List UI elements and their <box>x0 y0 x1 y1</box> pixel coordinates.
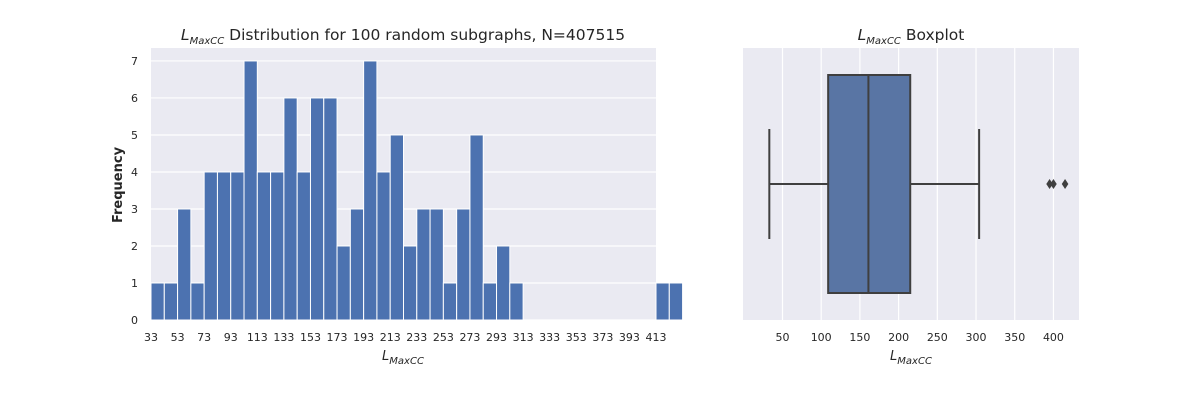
histogram-bar <box>482 282 498 321</box>
boxplot-x-label: LMaxCC <box>890 349 932 367</box>
histogram-bars <box>150 60 684 321</box>
boxplot-x-label-symbol: L <box>890 349 897 364</box>
histogram-bar <box>349 208 365 321</box>
histogram-x-tick-label: 373 <box>592 331 613 344</box>
histogram-title: LMaxCC Distribution for 100 random subgr… <box>181 26 625 47</box>
histogram-bar <box>429 208 444 321</box>
histogram-bar <box>655 282 670 321</box>
histogram-bar <box>296 171 311 321</box>
histogram-x-tick-label: 193 <box>353 331 374 344</box>
histogram-x-label-subscript: MaxCC <box>389 356 424 367</box>
histogram-x-tick-label: 413 <box>646 331 667 344</box>
boxplot-outlier-point <box>1050 179 1057 189</box>
histogram-x-tick-label: 173 <box>327 331 348 344</box>
histogram-x-tick-label: 33 <box>144 331 158 344</box>
boxplot-title-subscript: MaxCC <box>866 36 901 47</box>
histogram-y-tick-label: 6 <box>131 92 138 105</box>
histogram-x-tick-label: 393 <box>619 331 640 344</box>
histogram-y-tick-label: 1 <box>131 277 138 290</box>
histogram-bar <box>509 282 524 321</box>
histogram-bar <box>336 245 351 321</box>
histogram-bar <box>243 60 258 321</box>
histogram-chart: 0 1 2 3 4 5 6 7 33 53 73 93 113 133 153 173 193 213 233 25… <box>111 26 684 367</box>
histogram-x-tick-label: 133 <box>273 331 294 344</box>
boxplot-x-tick-label: 300 <box>966 331 987 344</box>
histogram-bar <box>668 282 684 321</box>
histogram-bar <box>256 171 272 321</box>
histogram-bar <box>363 60 378 321</box>
boxplot-x-tick-label: 400 <box>1043 331 1064 344</box>
histogram-x-tick-label: 293 <box>486 331 507 344</box>
histogram-y-tick-label: 5 <box>131 129 138 142</box>
histogram-x-tick-label: 93 <box>224 331 238 344</box>
boxplot-x-tick-label: 350 <box>1004 331 1025 344</box>
histogram-x-tick-label: 153 <box>300 331 321 344</box>
histogram-bar <box>376 171 391 321</box>
histogram-bar <box>496 245 511 321</box>
histogram-title-subscript: MaxCC <box>190 36 225 47</box>
histogram-x-tick-label: 73 <box>197 331 211 344</box>
histogram-x-tick-label: 353 <box>566 331 587 344</box>
histogram-y-ticks: 0 1 2 3 4 5 6 7 <box>131 55 138 327</box>
boxplot-title-symbol: L <box>858 26 867 44</box>
histogram-bar <box>403 245 418 321</box>
boxplot-marks <box>768 74 1069 294</box>
histogram-x-tick-label: 253 <box>433 331 454 344</box>
histogram-bar <box>216 171 232 321</box>
boxplot-x-label-subscript: MaxCC <box>897 356 932 367</box>
histogram-x-tick-label: 233 <box>406 331 427 344</box>
boxplot-x-tick-label: 150 <box>849 331 870 344</box>
histogram-y-tick-label: 3 <box>131 203 138 216</box>
histogram-bar <box>469 134 484 321</box>
histogram-bar <box>416 208 431 321</box>
histogram-x-label-symbol: L <box>382 349 389 364</box>
histogram-x-label: LMaxCC <box>382 349 424 367</box>
boxplot-outlier-point <box>1061 179 1069 189</box>
histogram-title-symbol: L <box>181 26 190 44</box>
histogram-y-tick-label: 0 <box>131 314 138 327</box>
histogram-y-tick-label: 4 <box>131 166 138 179</box>
boxplot-x-tick-label: 250 <box>927 331 948 344</box>
histogram-x-tick-label: 333 <box>539 331 560 344</box>
histogram-title-rest: Distribution for 100 random subgraphs, N… <box>224 26 625 44</box>
histogram-x-tick-label: 53 <box>171 331 185 344</box>
histogram-bar <box>323 97 338 321</box>
histogram-bar <box>283 97 298 321</box>
boxplot-x-ticks: 50 100 150 200 250 300 350 400 <box>775 331 1063 344</box>
histogram-x-tick-label: 313 <box>513 331 534 344</box>
histogram-bar <box>442 282 458 321</box>
histogram-bar <box>456 208 471 321</box>
histogram-y-tick-label: 2 <box>131 240 138 253</box>
histogram-bar <box>163 282 179 321</box>
histogram-x-tick-label: 213 <box>380 331 401 344</box>
histogram-x-ticks: 33 53 73 93 113 133 153 173 193 213 233 253 273 293 31… <box>144 331 667 344</box>
histogram-bar <box>177 208 192 321</box>
histogram-bar <box>150 282 165 321</box>
histogram-bar <box>309 97 325 321</box>
boxplot-x-tick-label: 200 <box>888 331 909 344</box>
histogram-y-tick-label: 7 <box>131 55 138 68</box>
histogram-bar <box>203 171 218 321</box>
histogram-bar <box>270 171 285 321</box>
boxplot-x-tick-label: 100 <box>811 331 832 344</box>
histogram-x-tick-label: 273 <box>459 331 480 344</box>
boxplot-title-rest: Boxplot <box>901 26 964 44</box>
boxplot-outlier-point <box>1046 179 1053 189</box>
histogram-y-label: Frequency <box>111 146 126 223</box>
histogram-x-tick-label: 113 <box>247 331 268 344</box>
boxplot-x-tick-label: 50 <box>775 331 789 344</box>
boxplot-chart: 50 100 150 200 250 300 350 400 LMaxCC Boxplot L… <box>743 26 1079 367</box>
histogram-bar <box>190 282 205 321</box>
histogram-bar <box>389 134 405 321</box>
boxplot-title: LMaxCC Boxplot <box>858 26 965 47</box>
histogram-bar <box>230 171 245 321</box>
